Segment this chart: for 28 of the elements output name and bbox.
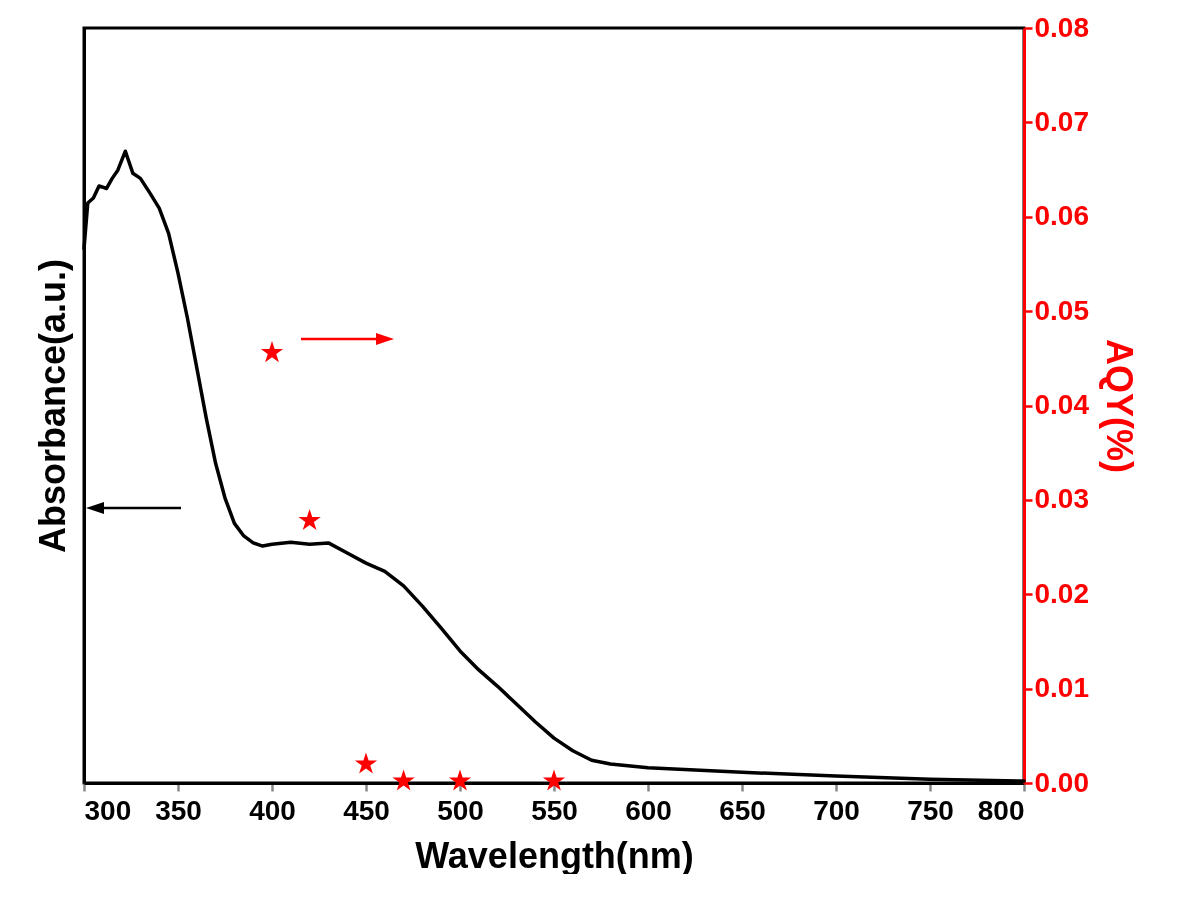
x-tick-label: 400 (249, 794, 296, 826)
point (298, 508, 321, 531)
y-axis-title: Absorbance(a.u.) (31, 258, 73, 554)
y2-tick-label: 0.00 (1034, 766, 1089, 798)
x-tick-label: 600 (625, 794, 672, 826)
y2-tick-label: 0.06 (1034, 200, 1089, 232)
x-tick-label: 750 (907, 794, 954, 826)
y2-tick-label: 0.05 (1034, 294, 1089, 326)
y2-tick-label: 0.02 (1034, 577, 1089, 609)
point (392, 769, 415, 791)
x-tick-label: 650 (719, 794, 766, 826)
y2-tick-label: 0.08 (1034, 11, 1089, 43)
y2-tick-label: 0.07 (1034, 105, 1089, 137)
y2-axis-title: AQY(%) (1099, 339, 1140, 473)
x-tick-label: 550 (531, 794, 578, 826)
y2-tick-label: 0.04 (1034, 389, 1090, 420)
point (448, 769, 472, 791)
x-tick-label: 500 (437, 794, 484, 826)
point (354, 752, 378, 774)
x-tick-label: 700 (813, 794, 860, 826)
x-tick-label: 350 (155, 794, 202, 826)
y2-tick-label: 0.01 (1034, 672, 1089, 704)
x-tick-label: 450 (343, 794, 390, 826)
point (542, 769, 566, 791)
x-tick-label: 300 (84, 794, 132, 826)
point (260, 340, 284, 363)
y2-tick-label: 0.03 (1034, 483, 1089, 515)
x-tick-label: 800 (977, 794, 1025, 826)
